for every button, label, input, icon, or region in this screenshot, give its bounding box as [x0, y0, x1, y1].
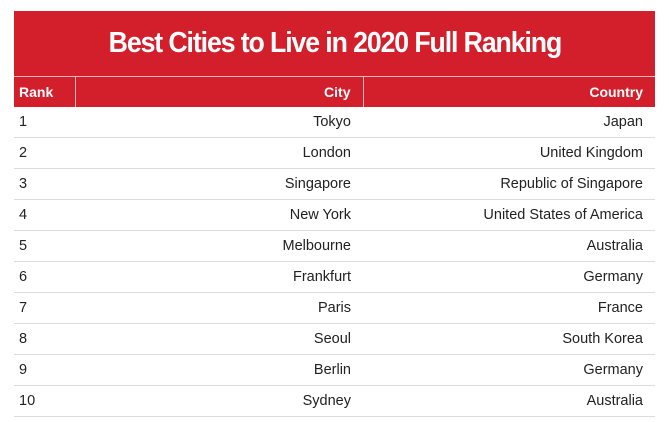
city-cell: Melbourne [75, 230, 363, 262]
country-cell: Australia [363, 385, 655, 417]
table-row: 7 Paris France [14, 292, 655, 324]
city-cell: Seoul [75, 323, 363, 355]
header-row: Rank City Country [14, 76, 655, 107]
rank-cell: 9 [14, 354, 75, 386]
table-row: 9 Berlin Germany [14, 354, 655, 386]
table-row: 3 Singapore Republic of Singapore [14, 168, 655, 200]
table-row: 2 London United Kingdom [14, 137, 655, 169]
table-row: 8 Seoul South Korea [14, 323, 655, 355]
city-cell: Frankfurt [75, 261, 363, 293]
country-cell: Australia [363, 230, 655, 262]
city-cell: Tokyo [75, 107, 363, 138]
country-cell: South Korea [363, 323, 655, 355]
country-cell: United Kingdom [363, 137, 655, 169]
rank-cell: 3 [14, 168, 75, 200]
city-cell: Singapore [75, 168, 363, 200]
rank-cell: 10 [14, 385, 75, 417]
ranking-table: Rank City Country 1 Tokyo Japan 2 London… [14, 76, 655, 417]
country-cell: United States of America [363, 199, 655, 231]
column-header-country: Country [362, 76, 655, 107]
city-cell: Berlin [75, 354, 363, 386]
country-cell: Japan [363, 107, 655, 138]
table-row: 5 Melbourne Australia [14, 230, 655, 262]
rank-cell: 6 [14, 261, 75, 293]
table-row: 6 Frankfurt Germany [14, 261, 655, 293]
table-row: 1 Tokyo Japan [14, 107, 655, 138]
title-banner: Best Cities to Live in 2020 Full Ranking [14, 11, 655, 76]
column-header-rank: Rank [14, 76, 75, 107]
table-row: 4 New York United States of America [14, 199, 655, 231]
country-cell: Germany [363, 354, 655, 386]
city-cell: New York [75, 199, 363, 231]
rank-cell: 8 [14, 323, 75, 355]
table-body: 1 Tokyo Japan 2 London United Kingdom 3 … [14, 107, 655, 417]
country-cell: Germany [363, 261, 655, 293]
country-cell: Republic of Singapore [363, 168, 655, 200]
table-row: 10 Sydney Australia [14, 385, 655, 417]
rank-cell: 4 [14, 199, 75, 231]
rank-cell: 7 [14, 292, 75, 324]
city-cell: Paris [75, 292, 363, 324]
column-header-city: City [74, 76, 363, 107]
rank-cell: 2 [14, 137, 75, 169]
table-header: Rank City Country [14, 76, 655, 107]
city-cell: London [75, 137, 363, 169]
ranking-table-container: Best Cities to Live in 2020 Full Ranking… [14, 11, 655, 417]
rank-cell: 1 [14, 107, 75, 138]
rank-cell: 5 [14, 230, 75, 262]
city-cell: Sydney [75, 385, 363, 417]
table-title: Best Cities to Live in 2020 Full Ranking [108, 27, 562, 59]
country-cell: France [363, 292, 655, 324]
